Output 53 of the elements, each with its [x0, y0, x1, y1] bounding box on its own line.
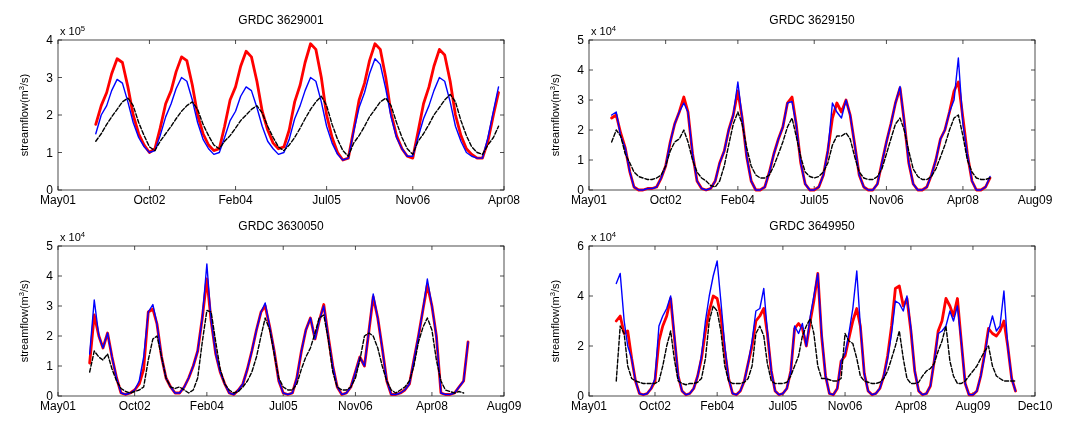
- x-tick-label: Apr08: [946, 193, 980, 207]
- x-tick-label: Apr08: [415, 399, 449, 413]
- y-tick-label: 4: [577, 63, 585, 78]
- x-tick-label: Oct02: [638, 399, 672, 413]
- y-tick-label: 5: [46, 239, 54, 254]
- x-tick-label: Feb04: [189, 399, 225, 413]
- x-tick-label: Aug09: [955, 399, 991, 413]
- chart-title: GRDC 3630050: [238, 219, 325, 233]
- y-tick-label: 1: [46, 145, 54, 160]
- chart-title: GRDC 3629150: [769, 13, 856, 27]
- x-tick-label: May01: [570, 399, 608, 413]
- x-tick-label: Nov06: [827, 399, 863, 413]
- y-tick-label: 3: [46, 299, 54, 314]
- x-tick-label: Apr08: [487, 193, 521, 207]
- y-tick-label: 2: [46, 329, 54, 344]
- y-tick-label: 2: [577, 123, 585, 138]
- text: x 10$^{4}$: [60, 229, 86, 243]
- x-tick-label: Jul05: [768, 399, 798, 413]
- y-tick-label: 4: [46, 33, 54, 48]
- x-tick-label: Aug09: [1017, 193, 1053, 207]
- x-tick-label: Nov06: [395, 193, 431, 207]
- text: x 10$^{4}$: [591, 23, 617, 37]
- y-tick-label: 4: [46, 269, 54, 284]
- y-tick-label: 1: [46, 359, 54, 374]
- text: x 10$^{4}$: [591, 229, 617, 243]
- y-tick-label: 1: [577, 153, 585, 168]
- y-tick-label: 3: [46, 70, 54, 85]
- x-tick-label: Feb04: [720, 193, 756, 207]
- x-tick-label: Feb04: [700, 399, 735, 413]
- x-tick-label: Jul05: [799, 193, 829, 207]
- y-tick-label: 3: [577, 93, 585, 108]
- x-tick-label: Nov06: [869, 193, 905, 207]
- x-tick-label: May01: [39, 193, 77, 207]
- x-tick-label: Jul05: [312, 193, 342, 207]
- y-tick-label: 2: [46, 108, 54, 123]
- text: x 10$^{5}$: [60, 23, 86, 37]
- y-tick-label: 5: [577, 33, 585, 48]
- y-tick-label: 4: [577, 289, 585, 304]
- chart-title: GRDC 3649950: [769, 219, 856, 233]
- x-tick-label: Dec10: [1017, 399, 1053, 413]
- x-tick-label: Aug09: [486, 399, 522, 413]
- x-tick-label: May01: [39, 399, 77, 413]
- x-tick-label: May01: [570, 193, 608, 207]
- x-tick-label: Oct02: [118, 399, 151, 413]
- x-tick-label: Nov06: [338, 399, 374, 413]
- y-tick-label: 6: [577, 239, 585, 254]
- x-tick-label: Oct02: [133, 193, 166, 207]
- x-tick-label: Oct02: [649, 193, 682, 207]
- y-tick-label: 2: [577, 339, 585, 354]
- x-tick-label: Jul05: [268, 399, 298, 413]
- x-tick-label: Feb04: [218, 193, 253, 207]
- chart-title: GRDC 3629001: [238, 13, 325, 27]
- x-tick-label: Apr08: [894, 399, 928, 413]
